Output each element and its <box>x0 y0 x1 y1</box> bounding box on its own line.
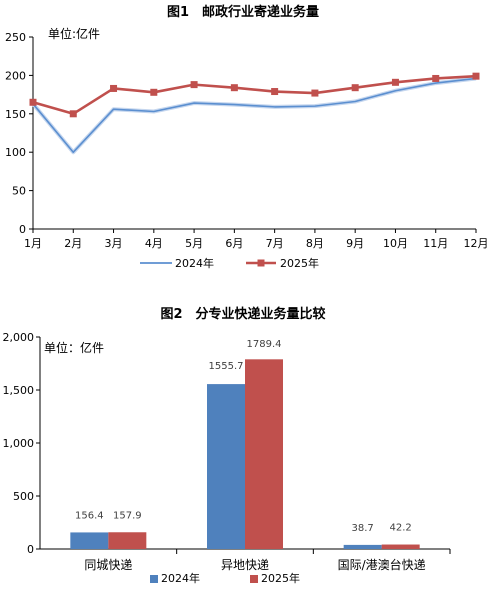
chart1-x-tick-label: 3月 <box>105 237 123 250</box>
series-2025-point <box>311 89 319 97</box>
series-2025-point <box>230 84 238 92</box>
bar-2024-1 <box>207 384 245 549</box>
bar-2025-0 <box>108 532 147 549</box>
series-2025-point <box>432 74 440 82</box>
chart2-title: 图2 分专业快递业务量比较 <box>160 306 325 322</box>
series-2025-point <box>190 81 198 89</box>
bar-data-label: 1555.7 <box>209 361 244 372</box>
chart1-legend: 2024年 2025年 <box>140 256 319 270</box>
legend-2025-label: 2025年 <box>261 571 300 585</box>
bar-data-label: 1789.4 <box>247 339 282 350</box>
legend-2024-swatch <box>150 575 158 583</box>
line-chart-postal-volume: 图1 邮政行业寄递业务量 单位:亿件 0 50 100 150 200 250 1月 2月 3月… <box>5 4 487 270</box>
chart2-y-tick-label: 2,000 <box>3 331 35 344</box>
series-2025-point <box>110 84 118 92</box>
series-2025-point <box>391 78 399 86</box>
legend-2024-label: 2024年 <box>175 256 214 270</box>
chart2-x-tick-label: 异地快递 <box>221 558 269 572</box>
chart1-x-tick-label: 9月 <box>346 237 364 250</box>
chart1-y-tick-label: 150 <box>5 108 26 121</box>
bar-2024-0 <box>70 532 109 549</box>
chart2-unit-label: 单位：亿件 <box>44 340 104 355</box>
series-2025-point <box>29 98 37 106</box>
chart1-x-tick-label: 7月 <box>266 237 284 250</box>
chart1-x-tick-label: 12月 <box>464 237 487 250</box>
bar-2025-2 <box>381 544 420 549</box>
chart1-x-tick-label: 4月 <box>145 237 163 250</box>
chart1-x-tick-label: 2月 <box>64 237 82 250</box>
legend-2025-marker <box>257 259 265 267</box>
chart2-y-tick-label: 0 <box>27 543 34 556</box>
chart1-x-tick-label: 6月 <box>225 237 243 250</box>
series-2025-point <box>351 84 359 92</box>
chart2-y-tick-label: 500 <box>13 490 34 503</box>
chart2-x-tick-label: 国际/港澳台快递 <box>338 557 426 572</box>
bar-data-label: 156.4 <box>75 510 104 521</box>
chart1-y-tick-label: 0 <box>19 223 26 236</box>
series-2025-point <box>69 110 77 118</box>
chart2-legend: 2024年 2025年 <box>150 571 300 585</box>
chart1-x-tick-label: 10月 <box>383 237 408 250</box>
chart1-y-tick-label: 50 <box>12 185 26 198</box>
series-2024-line <box>32 77 477 153</box>
chart1-x-tick-label: 1月 <box>24 237 42 250</box>
series-2025-point <box>271 88 279 96</box>
chart2-y-tick-label: 1,000 <box>3 437 35 450</box>
chart2-x-tick-label: 同城快递 <box>84 558 132 572</box>
series-2025-point <box>472 72 480 80</box>
bar-chart-express-volume: 图2 分专业快递业务量比较 单位：亿件 0 500 1,000 1,500 2,000 同… <box>3 306 451 585</box>
bar-data-label: 38.7 <box>352 523 374 534</box>
chart2-y-tick-label: 1,500 <box>3 384 35 397</box>
legend-2025-swatch <box>250 575 258 583</box>
bar-data-label: 157.9 <box>113 510 142 521</box>
series-2025-line <box>32 74 477 116</box>
bar-2025-1 <box>245 359 283 549</box>
chart1-y-tick-label: 250 <box>5 31 26 44</box>
legend-2025-label: 2025年 <box>280 256 319 270</box>
bar-data-label: 42.2 <box>390 523 412 534</box>
chart1-x-tick-label: 8月 <box>306 237 324 250</box>
chart1-x-tick-label: 11月 <box>423 237 448 250</box>
chart1-unit-label: 单位:亿件 <box>48 26 100 41</box>
chart1-title: 图1 邮政行业寄递业务量 <box>167 4 319 20</box>
series-2025-point <box>150 88 158 96</box>
legend-2024-label: 2024年 <box>161 571 200 585</box>
bar-2024-2 <box>343 544 382 549</box>
chart1-y-tick-label: 200 <box>5 69 26 82</box>
chart1-y-tick-label: 100 <box>5 146 26 159</box>
chart1-x-tick-label: 5月 <box>185 237 203 250</box>
